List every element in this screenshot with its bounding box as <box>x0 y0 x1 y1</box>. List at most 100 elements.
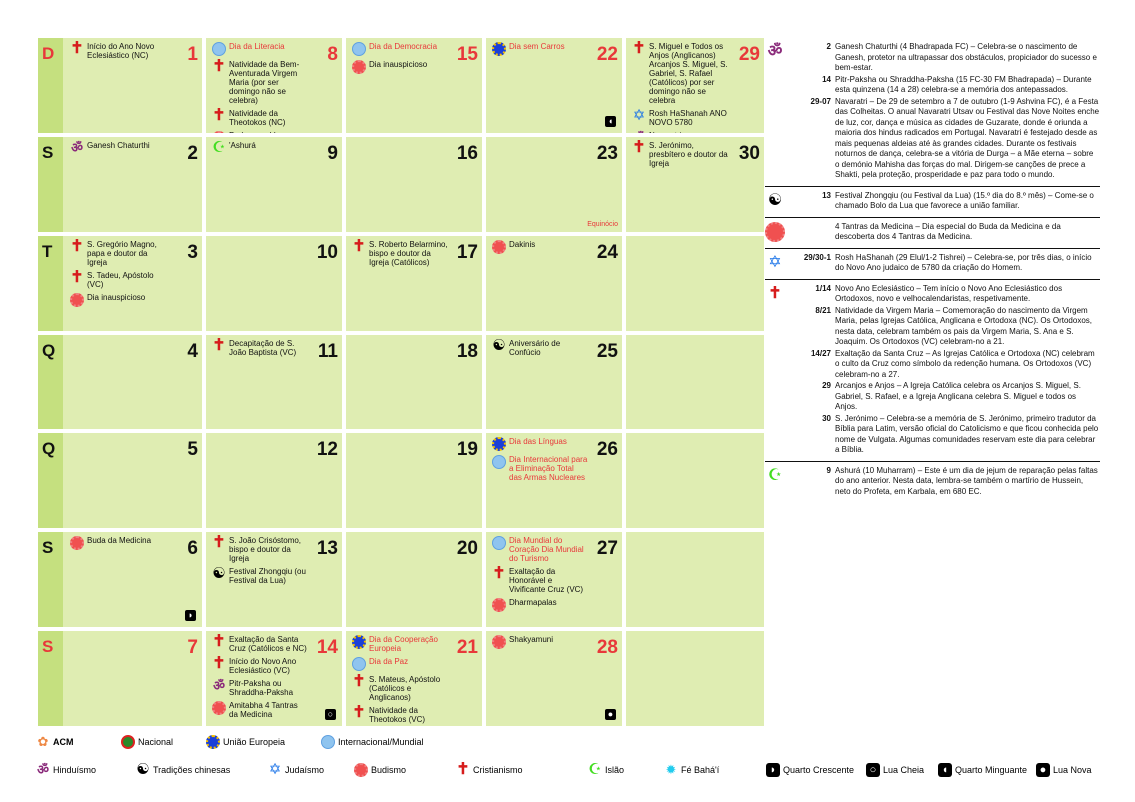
event-text: S. Miguel e Todos os Anjos (Anglicanos) … <box>649 42 728 105</box>
eu-icon <box>352 635 366 650</box>
event-item: Shakyamuni <box>492 635 588 650</box>
event-text: 'Ashurá <box>229 140 256 150</box>
event-text: Natividade da Bem-Aventurada Virgem Mari… <box>229 60 300 105</box>
day-number: 18 <box>456 340 478 362</box>
event-item: ✝ Exaltação da Santa Cruz (Católicos e NC… <box>212 633 308 654</box>
om-icon: ॐ <box>213 678 225 694</box>
day-cell: 10 <box>206 235 342 331</box>
event-item: Dia Internacional para a Eliminação Tota… <box>492 455 588 482</box>
event-text: Dakinis <box>509 239 536 249</box>
note-date: 8/21 <box>815 305 831 315</box>
legend-item: ॐ Hinduísmo <box>36 763 96 777</box>
day-cell: S 2 ॐ Ganesh Chaturthi <box>38 136 202 232</box>
note-entry: 14 Pitr-Paksha ou Shraddha-Paksha (15 FC-… <box>791 75 1100 96</box>
event-text: Dia inauspicioso <box>369 60 428 69</box>
note-date: 14 <box>822 74 831 84</box>
event-text: S. Mateus, Apóstolo (Católicos e Anglica… <box>369 675 441 703</box>
bud-icon <box>70 536 84 551</box>
cross-icon: ✝ <box>212 534 226 552</box>
bud-icon <box>212 701 226 716</box>
day-cell: 13 ✝ S. João Crisóstomo, bispo e doutor da… <box>206 532 342 628</box>
cross-icon: ✝ <box>352 704 366 722</box>
legend-item: Budismo <box>354 763 406 777</box>
cross-icon: ✝ <box>212 107 226 124</box>
bud-icon <box>492 635 506 650</box>
lua-nova-icon: ● <box>1036 763 1050 777</box>
day-number: 2 <box>187 142 198 164</box>
day-number: 22 <box>596 44 618 65</box>
quarto-minguante-icon: ◖ <box>605 115 616 127</box>
notes-panel: ॐ 2 Ganesh Chaturthi (4 Bhadrapada FC) – C… <box>765 38 1100 502</box>
cross-icon: ✝ <box>70 237 84 255</box>
event-item: ✡ Rosh HaShanah ANO NOVO 5780 <box>632 107 728 127</box>
day-cell <box>626 334 764 430</box>
om-icon: ॐ <box>37 762 49 777</box>
note-entry: 29-07 Navaratri – De 29 de setembro a 7 d… <box>791 97 1100 181</box>
day-cell: 22 Dia sem Carros ◖ <box>486 38 622 133</box>
event-item: ✝ Início do Novo Ano Eclesiástico (VC) <box>212 656 308 676</box>
cross-icon: ✝ <box>212 633 226 651</box>
legend-item: ☯ Tradições chinesas <box>136 761 230 778</box>
day-number: 1 <box>187 44 198 65</box>
note-text: S. Jerónimo – Celebra-se a memória de S.… <box>835 413 1099 455</box>
note-entry: 29/30-1 Rosh HaShanah (29 Elul/1-2 Tishre… <box>791 253 1100 274</box>
note-entry: 29 Arcanjos e Anjos – A Igreja Católica c… <box>791 381 1100 413</box>
cross-icon: ✝ <box>212 58 226 75</box>
event-item: ✝ Natividade da Theotokos (VC) <box>352 704 448 725</box>
yin-icon: ☯ <box>136 761 150 778</box>
event-item: ॐ Ganesh Chaturthi <box>70 140 166 155</box>
day-cell: 30 ✝ S. Jerónimo, presbítero e doutor da I… <box>626 136 764 232</box>
event-text: Dia Internacional para a Eliminação Tota… <box>509 455 588 483</box>
note-text: Natividade da Virgem Maria – Comemoração… <box>835 305 1092 347</box>
cross-icon: ✝ <box>632 40 646 57</box>
bud-icon <box>492 239 506 254</box>
note-entry: 2 Ganesh Chaturthi (4 Bhadrapada FC) – Ce… <box>791 42 1100 74</box>
event-item: Dia inauspicioso <box>352 60 448 74</box>
weekday-strip: S <box>38 532 63 628</box>
day-number: 26 <box>596 439 618 461</box>
event-text: Shakyamuni <box>509 635 554 645</box>
day-cell: 28 Shakyamuni ● <box>486 631 622 726</box>
legend-item: Internacional/Mundial <box>321 735 424 749</box>
legend-label: Budismo <box>371 765 407 775</box>
event-item: ✝ S. Jerónimo, presbítero e doutor da Igr… <box>632 139 728 168</box>
acm-icon: ✿ <box>37 734 49 749</box>
note-text: 4 Tantras da Medicina – Dia especial do … <box>835 221 1061 242</box>
event-text: S. Tadeu, Apóstolo (VC) <box>87 270 154 289</box>
weekday-strip: D <box>38 38 63 133</box>
event-item: ✝ Exaltação da Honorável e Vivificante Cr… <box>492 565 588 595</box>
legend-item: ○ Lua Cheia <box>866 763 924 777</box>
legend-item: Nacional <box>121 735 173 749</box>
note-date: 29 <box>822 381 831 390</box>
bud-icon <box>765 221 785 242</box>
day-number: 21 <box>456 637 478 659</box>
event-item: ✝ S. Roberto Belarmino, bispo e doutor da… <box>352 237 448 267</box>
un-icon <box>352 42 366 56</box>
event-text: Festival Zhongqiu (ou Festival da Lua) <box>229 567 306 586</box>
day-cell: 19 <box>346 433 482 529</box>
weekday-letter: Q <box>42 439 56 459</box>
cross-icon: ✝ <box>352 673 366 691</box>
note-section: ✝ 1/14 Novo Ano Eclesiástico – Tem início … <box>765 280 1100 462</box>
day-number: 17 <box>456 241 478 263</box>
note-date: 13 <box>822 190 831 200</box>
cross-icon: ✝ <box>70 268 84 286</box>
om-icon: ॐ <box>632 131 646 133</box>
star-icon: ✡ <box>768 253 782 271</box>
day-cell: 15 Dia da Democracia Dia inauspicioso <box>346 38 482 133</box>
event-text: Rosh HaShanah ANO NOVO 5780 <box>649 109 727 127</box>
un-icon <box>321 735 335 749</box>
legend-item: ✿ ACM <box>36 735 74 749</box>
legend-label: Lua Nova <box>1053 765 1092 775</box>
day-number: 15 <box>456 44 478 65</box>
day-number: 10 <box>316 241 338 263</box>
event-text: S. Jerónimo, presbítero e doutor da Igre… <box>649 140 728 168</box>
event-text: Exaltação da Honorável e Vivificante Cru… <box>509 567 584 595</box>
bahai-icon: ✹ <box>665 762 677 777</box>
day-number: 13 <box>316 538 338 560</box>
cross-icon: ✝ <box>492 565 506 583</box>
star-icon: ✡ <box>632 107 646 124</box>
event-item: Dakinis <box>492 239 588 254</box>
cross-icon: ✝ <box>352 237 366 255</box>
